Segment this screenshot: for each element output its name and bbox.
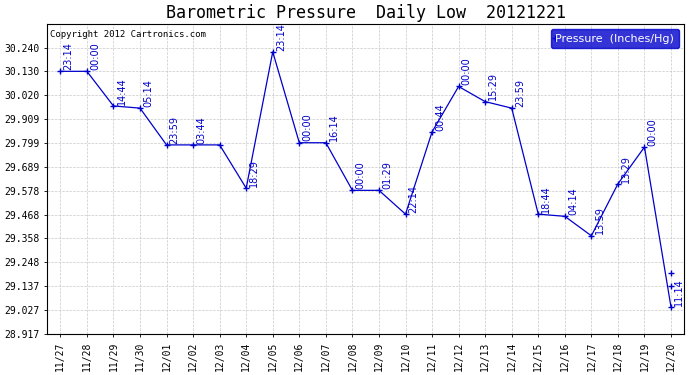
Pressure  (Inches/Hg) <box>640 145 649 149</box>
Text: 23:14: 23:14 <box>276 22 286 51</box>
Text: 00:00: 00:00 <box>90 42 100 70</box>
Text: 23:14: 23:14 <box>63 42 74 70</box>
Pressure  (Inches/Hg) <box>268 50 277 54</box>
Text: 15:29: 15:29 <box>489 72 498 100</box>
Pressure  (Inches/Hg) <box>375 188 383 193</box>
Pressure  (Inches/Hg) <box>455 84 463 89</box>
Text: 00:00: 00:00 <box>302 114 313 141</box>
Text: 13:29: 13:29 <box>621 154 631 183</box>
Pressure  (Inches/Hg) <box>215 142 224 147</box>
Text: 00:00: 00:00 <box>648 118 658 146</box>
Text: 13:59: 13:59 <box>595 207 604 234</box>
Pressure  (Inches/Hg) <box>481 99 489 104</box>
Text: 23:59: 23:59 <box>170 116 179 144</box>
Text: 01:29: 01:29 <box>382 161 392 189</box>
Pressure  (Inches/Hg) <box>56 69 64 74</box>
Pressure  (Inches/Hg) <box>295 141 304 145</box>
Text: Copyright 2012 Cartronics.com: Copyright 2012 Cartronics.com <box>50 30 206 39</box>
Title: Barometric Pressure  Daily Low  20121221: Barometric Pressure Daily Low 20121221 <box>166 4 566 22</box>
Text: 04:14: 04:14 <box>568 187 578 215</box>
Pressure  (Inches/Hg) <box>83 69 91 74</box>
Text: 05:14: 05:14 <box>143 79 153 107</box>
Text: 18:29: 18:29 <box>249 159 259 187</box>
Text: 00:00: 00:00 <box>462 57 472 85</box>
Text: 03:44: 03:44 <box>196 116 206 144</box>
Text: 16:14: 16:14 <box>329 114 339 141</box>
Text: 00:00: 00:00 <box>355 161 366 189</box>
Text: 11:14: 11:14 <box>674 278 684 306</box>
Text: 14:44: 14:44 <box>117 77 127 105</box>
Line: Pressure  (Inches/Hg): Pressure (Inches/Hg) <box>57 49 674 310</box>
Text: 23:59: 23:59 <box>515 79 525 107</box>
Text: 00:44: 00:44 <box>435 103 445 130</box>
Pressure  (Inches/Hg) <box>614 182 622 186</box>
Pressure  (Inches/Hg) <box>322 141 330 145</box>
Pressure  (Inches/Hg) <box>508 106 516 110</box>
Pressure  (Inches/Hg) <box>162 142 170 147</box>
Text: 18:44: 18:44 <box>542 185 551 213</box>
Text: 22:14: 22:14 <box>408 185 419 213</box>
Pressure  (Inches/Hg) <box>428 130 436 134</box>
Pressure  (Inches/Hg) <box>242 186 250 190</box>
Pressure  (Inches/Hg) <box>136 106 144 110</box>
Pressure  (Inches/Hg) <box>561 214 569 219</box>
Pressure  (Inches/Hg) <box>667 305 675 309</box>
Pressure  (Inches/Hg) <box>348 188 357 193</box>
Pressure  (Inches/Hg) <box>189 142 197 147</box>
Pressure  (Inches/Hg) <box>402 212 410 216</box>
Pressure  (Inches/Hg) <box>587 234 595 238</box>
Pressure  (Inches/Hg) <box>534 212 542 216</box>
Legend: Pressure  (Inches/Hg): Pressure (Inches/Hg) <box>551 29 679 48</box>
Pressure  (Inches/Hg) <box>109 104 117 108</box>
